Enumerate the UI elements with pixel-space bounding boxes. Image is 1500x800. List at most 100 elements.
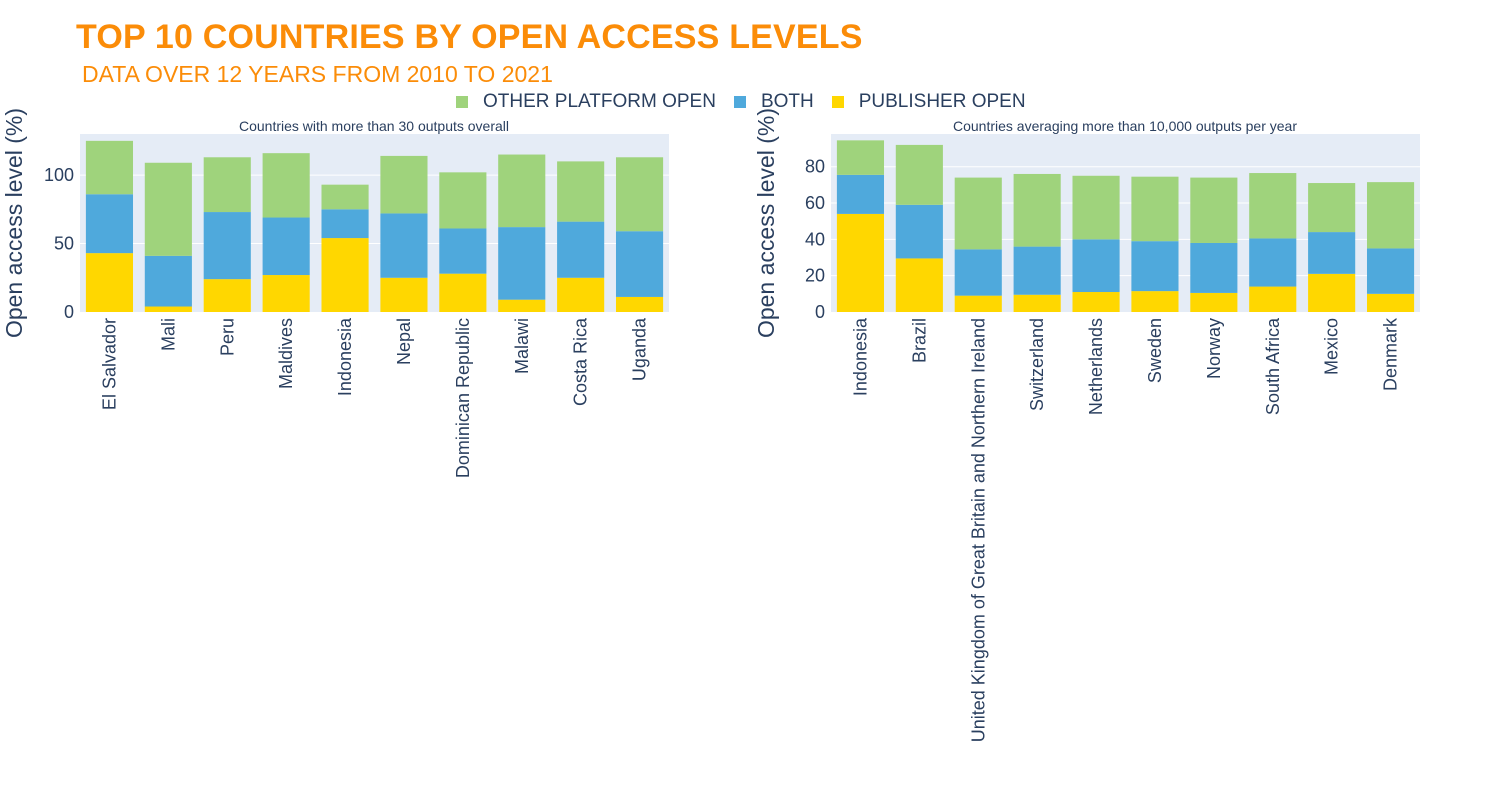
bar-other-platform-open-south-africa (1249, 173, 1297, 239)
legend-label-other-platform-open: OTHER PLATFORM OPEN (483, 91, 716, 112)
bar-publisher-open-indonesia (321, 238, 369, 312)
bar-publisher-open-netherlands (1072, 292, 1120, 312)
bar-other-platform-open-peru (203, 157, 251, 213)
bar-publisher-open-dominican-republic (439, 273, 487, 312)
x-tick-label-uganda: Uganda (630, 317, 650, 381)
bar-publisher-open-brazil (895, 258, 943, 312)
bar-other-platform-open-switzerland (1013, 173, 1061, 247)
legend-label-both: BOTH (760, 91, 814, 112)
bar-publisher-open-sweden (1131, 291, 1179, 312)
bar-both-indonesia (836, 174, 885, 214)
bar-both-netherlands (1072, 239, 1120, 293)
y-axis-label: Open access level (%) (753, 108, 779, 338)
bar-both-dominican-republic (439, 228, 487, 274)
legend-label-publisher-open: PUBLISHER OPEN (858, 91, 1026, 112)
bar-publisher-open-maldives (262, 275, 310, 312)
bar-other-platform-open-denmark (1366, 182, 1415, 249)
x-tick-label-united-kingdom-of-great-britain-and-northern-ireland: United Kingdom of Great Britain and Nort… (968, 318, 988, 742)
x-tick-label-maldives: Maldives (276, 318, 296, 389)
bar-both-uganda (615, 231, 664, 297)
bar-other-platform-open-united-kingdom-of-great-britain-and-northern-ireland (954, 177, 1002, 250)
chart-panel-2: 0 20 40 60 80 Indonesia Brazil United Kingdom o… (753, 108, 1420, 742)
bar-other-platform-open-sweden (1131, 176, 1179, 242)
bar-publisher-open-indonesia (836, 213, 885, 312)
y-tick-label: 20 (805, 266, 825, 286)
bar-other-platform-open-costa-rica (557, 161, 605, 222)
legend-item-publisher-open[interactable]: PUBLISHER OPEN (831, 91, 1026, 113)
bar-both-switzerland (1013, 246, 1061, 295)
legend-swatch-both (733, 96, 746, 108)
subplot-title: Countries with more than 30 outputs over… (239, 118, 509, 134)
legend-item-both[interactable]: BOTH (733, 91, 814, 113)
x-tick-label-mexico: Mexico (1322, 318, 1342, 375)
bar-both-south-africa (1249, 238, 1297, 287)
bar-other-platform-open-mexico (1308, 183, 1356, 233)
x-tick-label-peru: Peru (217, 318, 237, 356)
bar-both-el-salvador (85, 194, 134, 254)
x-tick-label-indonesia: Indonesia (850, 317, 870, 396)
bar-publisher-open-malawi (498, 299, 546, 312)
x-tick-label-south-africa: South Africa (1263, 317, 1283, 415)
chart-subtitle: DATA OVER 12 YEARS FROM 2010 TO 2021 (82, 61, 553, 87)
bar-other-platform-open-mali (144, 162, 192, 256)
bar-other-platform-open-malawi (498, 154, 546, 228)
chart-title: TOP 10 COUNTRIES BY OPEN ACCESS LEVELS (76, 18, 863, 56)
x-tick-label-dominican-republic: Dominican Republic (453, 318, 473, 478)
bar-both-malawi (498, 227, 546, 300)
y-axis-label: Open access level (%) (1, 108, 27, 338)
legend-swatch-publisher-open (831, 96, 844, 108)
legend-swatch-other-platform-open (456, 96, 468, 108)
x-tick-label-el-salvador: El Salvador (99, 318, 119, 410)
x-tick-label-sweden: Sweden (1145, 318, 1165, 383)
bar-publisher-open-nepal (380, 277, 428, 312)
x-tick-label-norway: Norway (1204, 318, 1224, 379)
y-tick-label: 0 (64, 302, 74, 322)
bar-both-mexico (1308, 232, 1356, 274)
bar-other-platform-open-uganda (615, 157, 664, 232)
bar-other-platform-open-maldives (262, 153, 310, 218)
x-tick-label-mali: Mali (158, 318, 178, 351)
bar-publisher-open-uganda (615, 296, 664, 312)
bar-publisher-open-norway (1190, 292, 1238, 312)
bar-publisher-open-denmark (1366, 293, 1415, 312)
bar-publisher-open-mali (144, 306, 192, 312)
bar-both-norway (1190, 242, 1238, 293)
bar-both-maldives (262, 217, 310, 276)
bar-both-united-kingdom-of-great-britain-and-northern-ireland (954, 249, 1002, 296)
x-tick-label-costa-rica: Costa Rica (571, 317, 591, 406)
x-tick-label-brazil: Brazil (909, 318, 929, 363)
bar-other-platform-open-el-salvador (85, 140, 134, 195)
y-tick-label: 40 (805, 229, 825, 249)
bar-other-platform-open-brazil (895, 144, 943, 205)
legend: OTHER PLATFORM OPEN BOTH PUBLISHER OPEN (456, 91, 1044, 113)
bar-publisher-open-south-africa (1249, 286, 1297, 312)
bar-other-platform-open-norway (1190, 177, 1238, 243)
bar-publisher-open-united-kingdom-of-great-britain-and-northern-ireland (954, 295, 1002, 312)
subplot-title: Countries averaging more than 10,000 out… (953, 118, 1297, 134)
y-tick-label: 80 (805, 157, 825, 177)
y-tick-label: 0 (815, 302, 825, 322)
x-tick-label-malawi: Malawi (512, 318, 532, 374)
x-tick-label-netherlands: Netherlands (1086, 318, 1106, 415)
bar-other-platform-open-indonesia (836, 140, 885, 175)
bar-both-sweden (1131, 241, 1179, 292)
bar-other-platform-open-nepal (380, 155, 428, 214)
bar-publisher-open-peru (203, 279, 251, 312)
x-tick-label-denmark: Denmark (1381, 317, 1401, 391)
bar-publisher-open-mexico (1308, 273, 1356, 312)
bar-publisher-open-costa-rica (557, 277, 605, 312)
x-tick-label-indonesia: Indonesia (335, 317, 355, 396)
bar-both-indonesia (321, 209, 369, 239)
bar-both-brazil (895, 204, 943, 259)
bar-both-mali (144, 255, 192, 307)
chart-panel-1: 0 50 100 El Salvador Mali Peru Maldives Indones… (1, 108, 669, 478)
y-tick-label: 60 (805, 193, 825, 213)
bar-both-denmark (1366, 248, 1415, 294)
bar-both-peru (203, 212, 251, 280)
legend-item-other-platform-open[interactable]: OTHER PLATFORM OPEN (456, 91, 716, 113)
y-tick-label: 100 (44, 165, 74, 185)
y-tick-label: 50 (54, 234, 74, 254)
bar-other-platform-open-indonesia (321, 184, 369, 210)
bar-other-platform-open-netherlands (1072, 175, 1120, 240)
bar-other-platform-open-dominican-republic (439, 172, 487, 229)
